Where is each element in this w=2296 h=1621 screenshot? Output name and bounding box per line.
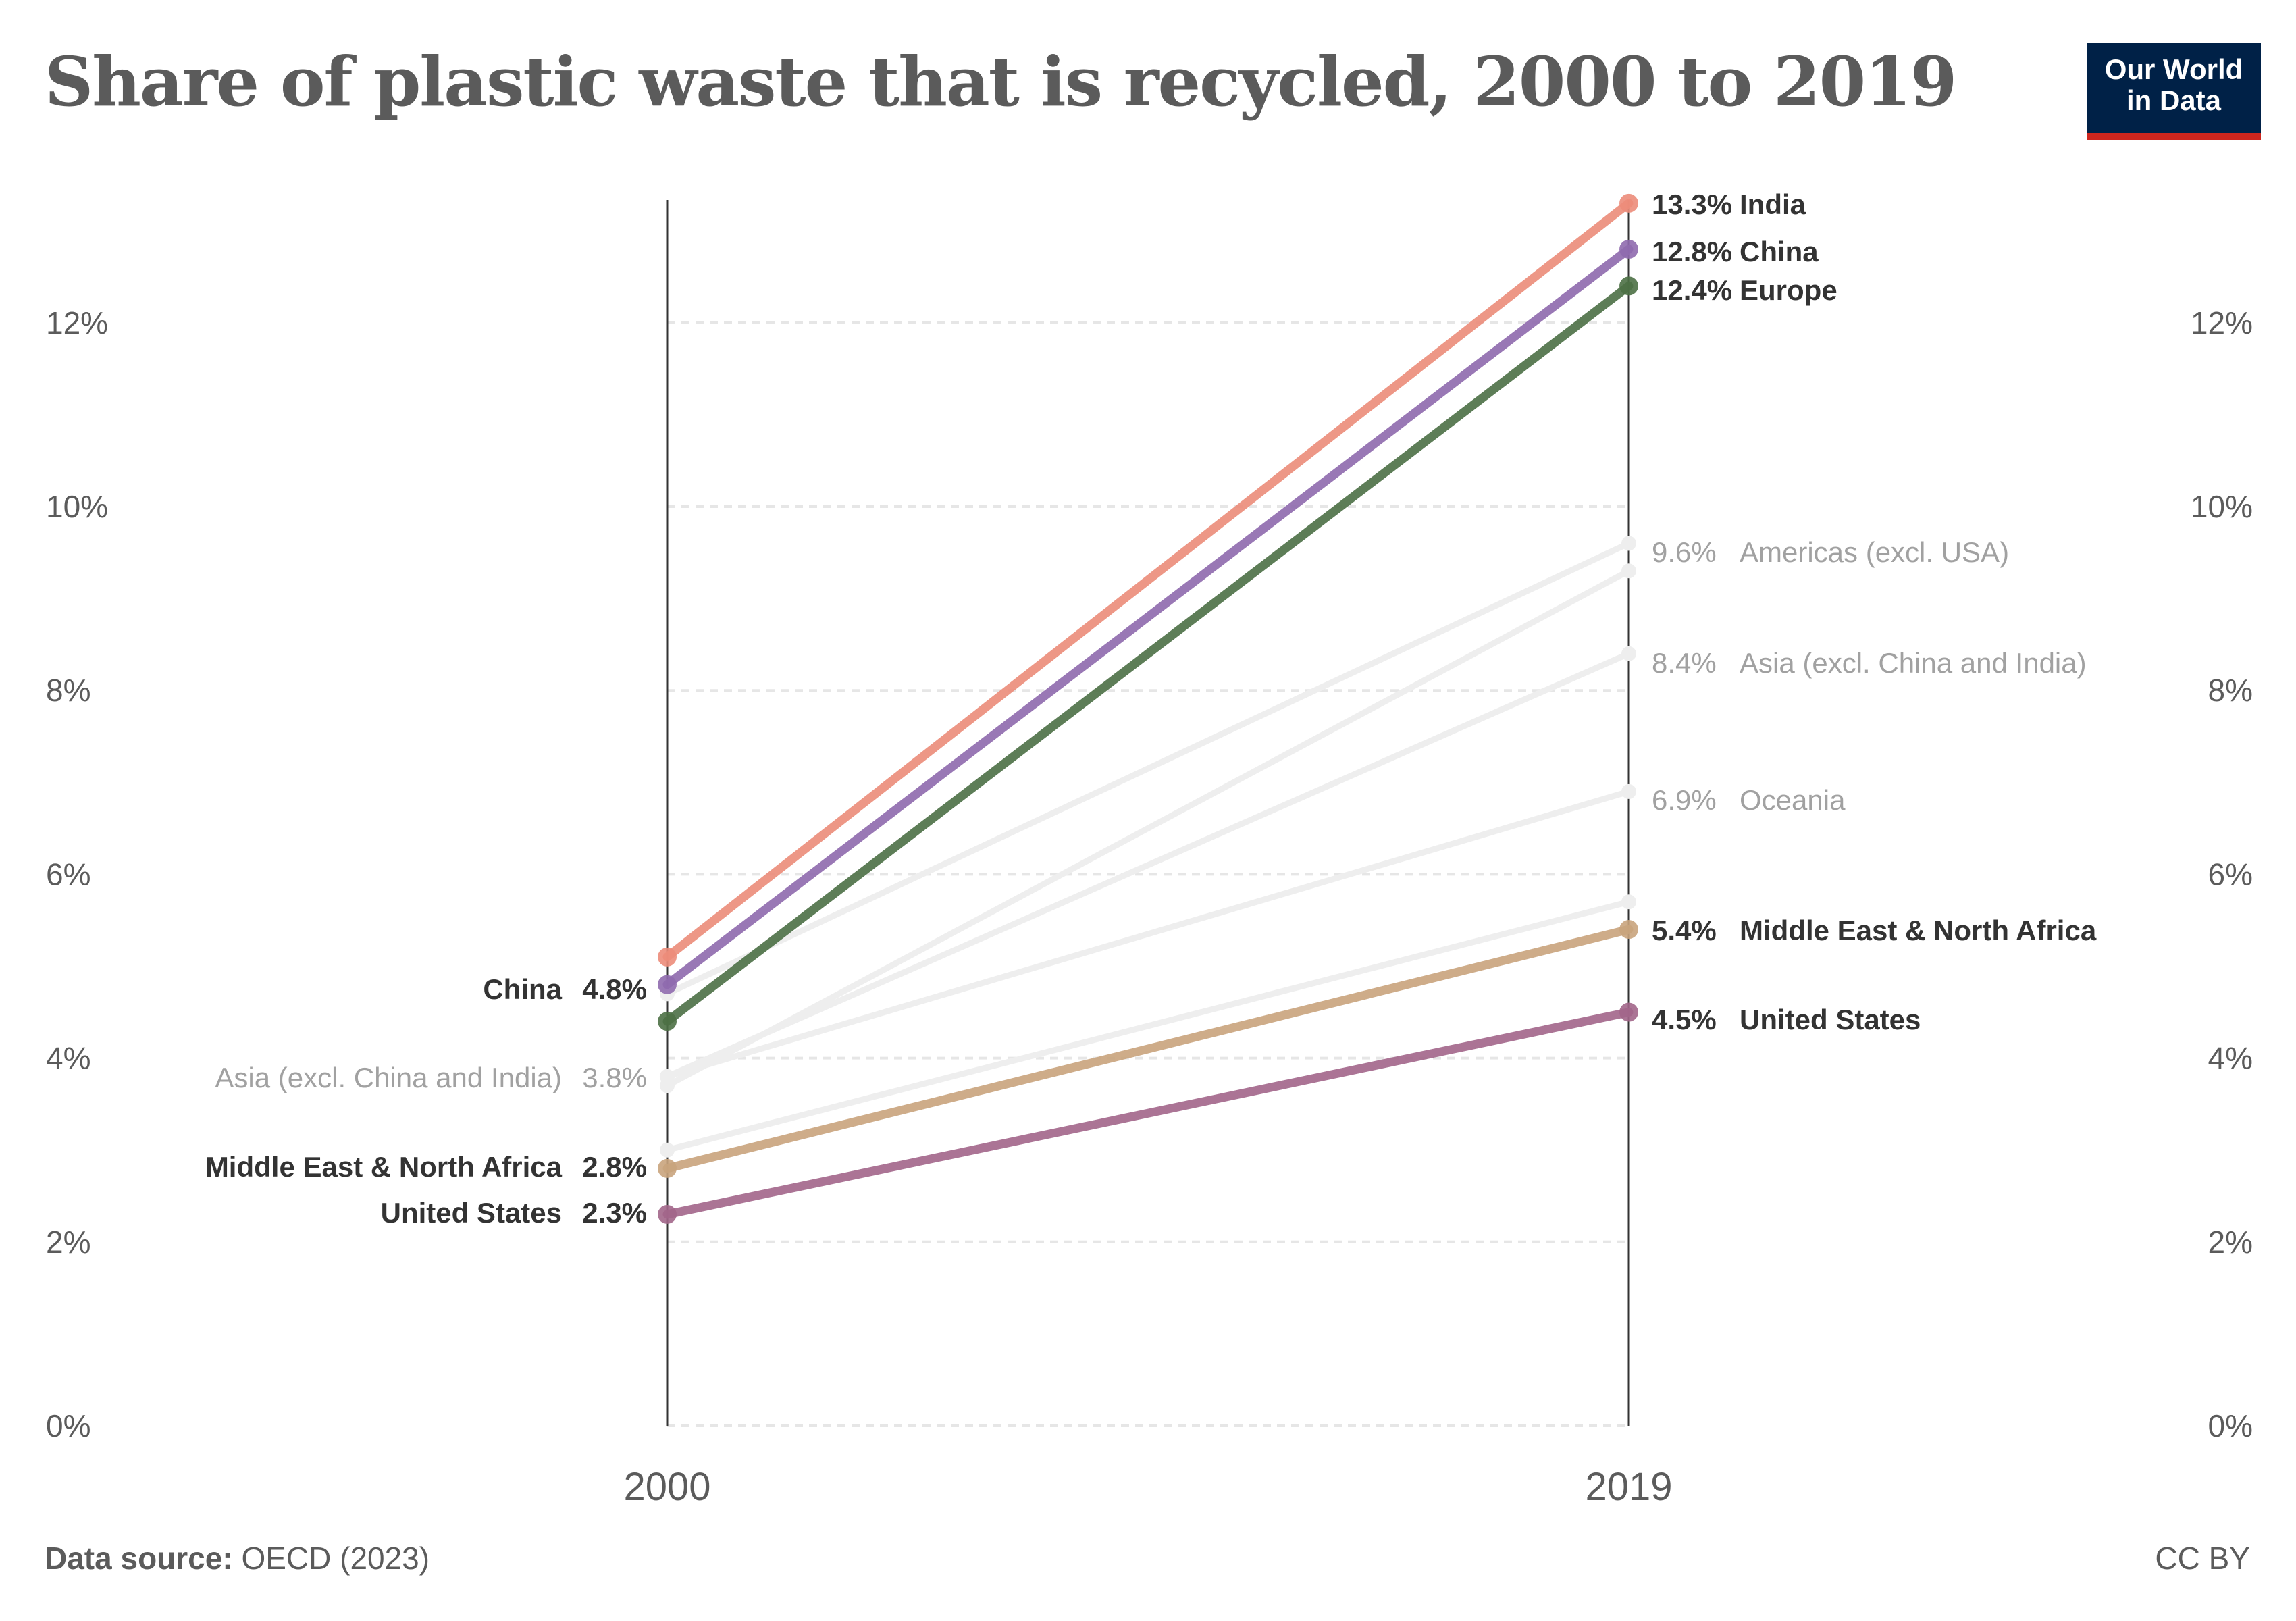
series-point-other-region-unlabeled-2019: [1621, 563, 1636, 579]
series-line-americas-excl-usa: [664, 540, 1632, 997]
start-value-united-states: 2.3%: [582, 1197, 647, 1229]
logo-line-1: Our World: [2104, 53, 2243, 85]
series-point-china-2019: [1619, 239, 1638, 259]
end-name-oceania: Oceania: [1740, 784, 1846, 816]
end-name-india: India: [1740, 188, 1806, 220]
y-tick-label-right: 8%: [2208, 673, 2253, 708]
chart-title: Share of plastic waste that is recycled,…: [45, 42, 1957, 122]
start-value-asia-excl-china-and-india: 3.8%: [582, 1062, 647, 1093]
series-line-other-region-unlabeled: [664, 898, 1632, 1154]
x-tick-label: 2019: [1585, 1465, 1672, 1509]
start-name-united-states: United States: [381, 1197, 562, 1229]
end-value-china: 12.8%: [1652, 236, 1732, 267]
series-line-other-region-unlabeled: [664, 567, 1632, 1089]
y-tick-label-right: 12%: [2191, 305, 2253, 340]
start-value-china: 4.8%: [582, 973, 647, 1005]
series-point-middle-east-north-africa-2019: [1619, 920, 1638, 940]
y-tick-label-left: 2%: [46, 1225, 90, 1260]
series-point-asia-excl-china-and-india-2019: [1621, 646, 1636, 661]
series-point-europe-2000: [658, 1012, 677, 1031]
series-point-china-2000: [658, 975, 677, 994]
highlighted-series: [658, 193, 1638, 1224]
series-point-middle-east-north-africa-2000: [658, 1158, 677, 1178]
series-line-middle-east-north-africa: [662, 925, 1634, 1173]
y-tick-label-left: 12%: [46, 305, 108, 340]
y-tick-label-right: 6%: [2208, 856, 2253, 892]
license-link[interactable]: CC BY: [2155, 1541, 2250, 1576]
logo-line-2: in Data: [2126, 84, 2222, 116]
data-source: Data source: OECD (2023): [45, 1540, 429, 1576]
end-value-united-states: 4.5%: [1652, 1004, 1717, 1035]
series-line-china: [662, 245, 1634, 989]
x-axis: 2000 2019: [623, 1465, 1672, 1509]
y-tick-label-left: 0%: [46, 1408, 90, 1443]
series-point-europe-2019: [1619, 276, 1638, 296]
y-tick-label-right: 0%: [2208, 1408, 2253, 1443]
end-value-asia-excl-china-and-india: 8.4%: [1652, 647, 1717, 679]
end-name-middle-east-north-africa: Middle East & North Africa: [1740, 915, 2097, 946]
series-point-oceania-2000: [660, 1069, 675, 1084]
y-tick-label-right: 10%: [2191, 489, 2253, 524]
series-point-oceania-2019: [1621, 783, 1636, 799]
start-name-asia-excl-china-and-india: Asia (excl. China and India): [215, 1062, 562, 1093]
owid-logo[interactable]: Our World in Data: [2087, 43, 2261, 140]
data-source-link[interactable]: OECD (2023): [241, 1541, 430, 1576]
series-point-other-region-unlabeled-2019: [1621, 894, 1636, 910]
series-line-asia-excl-china-and-india: [664, 650, 1632, 1080]
y-tick-label-right: 2%: [2208, 1225, 2253, 1260]
end-name-asia-excl-china-and-india: Asia (excl. China and India): [1740, 647, 2087, 679]
end-value-americas-excl-usa: 9.6%: [1652, 536, 1717, 568]
end-name-china: China: [1740, 236, 1819, 267]
series-line-india: [662, 199, 1634, 962]
y-tick-label-left: 10%: [46, 489, 108, 524]
y-tick-label-left: 6%: [46, 856, 90, 892]
end-value-oceania: 6.9%: [1652, 784, 1717, 816]
y-tick-label-right: 4%: [2208, 1041, 2253, 1076]
start-value-middle-east-north-africa: 2.8%: [582, 1151, 647, 1183]
series-point-india-2000: [658, 947, 677, 967]
series-point-other-region-unlabeled-2000: [660, 1142, 675, 1158]
series-line-oceania: [664, 788, 1632, 1080]
x-tick-label: 2000: [623, 1465, 710, 1509]
end-value-india: 13.3%: [1652, 188, 1732, 220]
end-value-europe: 12.4%: [1652, 274, 1732, 306]
series-point-united-states-2019: [1619, 1002, 1638, 1022]
end-name-americas-excl-usa: Americas (excl. USA): [1740, 536, 2009, 568]
data-source-label: Data source:: [45, 1541, 233, 1576]
series-labels: 9.6% Americas (excl. USA) 3.8% Asia (excl. …: [205, 188, 2097, 1229]
series-line-europe: [662, 281, 1634, 1026]
grid-lines: [667, 321, 1629, 1427]
y-tick-label-left: 4%: [46, 1041, 90, 1076]
series-line-united-states: [662, 1008, 1634, 1219]
background-series: [660, 536, 1636, 1158]
start-name-china: China: [483, 973, 562, 1005]
series-point-india-2019: [1619, 193, 1638, 213]
y-axis-left: 0% 2% 4% 6% 8% 10% 12%: [46, 305, 108, 1443]
series-point-americas-excl-usa-2019: [1621, 536, 1636, 551]
series-point-united-states-2000: [658, 1204, 677, 1224]
end-value-middle-east-north-africa: 5.4%: [1652, 915, 1717, 946]
y-tick-label-left: 8%: [46, 673, 90, 708]
start-name-middle-east-north-africa: Middle East & North Africa: [205, 1151, 563, 1183]
y-axis-right: 0% 2% 4% 6% 8% 10% 12%: [2191, 305, 2253, 1443]
end-name-united-states: United States: [1740, 1004, 1921, 1035]
end-name-europe: Europe: [1740, 274, 1837, 306]
